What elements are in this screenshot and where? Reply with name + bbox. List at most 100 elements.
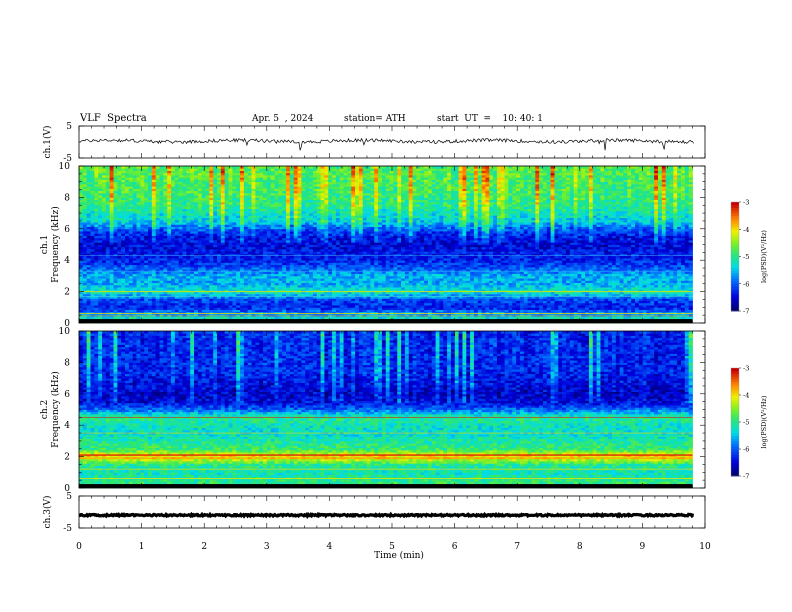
spectrogram-cell bbox=[98, 274, 102, 277]
spectrogram-cell bbox=[528, 265, 532, 268]
spectrogram-cell bbox=[232, 280, 236, 283]
spectrogram-cell bbox=[535, 305, 539, 308]
spectrogram-cell bbox=[424, 280, 428, 283]
spectrogram-cell bbox=[520, 265, 524, 268]
spectrogram-cell bbox=[321, 274, 325, 277]
spectrogram-cell bbox=[451, 258, 455, 261]
spectrogram-cell bbox=[631, 265, 635, 268]
spectrogram-cell bbox=[562, 265, 566, 268]
spectrogram-cell bbox=[229, 265, 233, 268]
spectrogram-cell bbox=[493, 280, 497, 283]
spectrogram-cell bbox=[236, 265, 240, 268]
spectrogram-cell bbox=[282, 274, 286, 277]
spectrogram-cell bbox=[620, 280, 624, 283]
spectrogram-cell bbox=[213, 258, 217, 261]
spectrogram-cell bbox=[370, 258, 374, 261]
spectrogram-cell bbox=[424, 265, 428, 268]
spectrogram-cell bbox=[593, 312, 597, 315]
spectrogram-cell bbox=[570, 312, 574, 315]
spectrogram-cell bbox=[531, 280, 535, 283]
spectrogram-cell bbox=[229, 274, 233, 277]
spectrogram-cell bbox=[252, 312, 256, 315]
spectrogram-cell bbox=[305, 265, 309, 268]
spectrogram-cell bbox=[512, 312, 516, 315]
spectrogram-cell bbox=[489, 305, 493, 308]
spectrogram-cell bbox=[677, 280, 681, 283]
spectrogram-cell bbox=[290, 312, 294, 315]
spectrogram-cell bbox=[91, 258, 95, 261]
spectrogram-cell bbox=[91, 265, 95, 268]
spectrogram-cell bbox=[275, 265, 279, 268]
spectrogram-cell bbox=[439, 280, 443, 283]
spectrogram-cell bbox=[574, 305, 578, 308]
spectrogram-cell bbox=[501, 265, 505, 268]
spectrogram-cell bbox=[248, 280, 252, 283]
spectrogram-cell bbox=[294, 265, 298, 268]
spectrogram-cell bbox=[566, 280, 570, 283]
spectrogram-cell bbox=[497, 274, 501, 277]
spectrogram-cell bbox=[608, 305, 612, 308]
spectrogram-cell bbox=[478, 258, 482, 261]
spectrogram-cell bbox=[313, 274, 317, 277]
spectrogram-cell bbox=[416, 305, 420, 308]
spectrogram-cell bbox=[505, 274, 509, 277]
spectrogram-cell bbox=[451, 305, 455, 308]
spectrogram-cell bbox=[466, 265, 470, 268]
spectrogram-cell bbox=[654, 305, 658, 308]
spectrogram-cell bbox=[129, 265, 133, 268]
spectrogram-cell bbox=[263, 305, 267, 308]
spectrogram-cell bbox=[574, 258, 578, 261]
spectrogram-cell bbox=[114, 312, 118, 315]
spectrogram-cell bbox=[623, 312, 627, 315]
spectrogram-cell bbox=[152, 265, 156, 268]
spectrogram-cell bbox=[662, 305, 666, 308]
spectrogram-cell bbox=[240, 258, 244, 261]
spectrogram-cell bbox=[110, 274, 114, 277]
spectrogram-cell bbox=[98, 265, 102, 268]
spectrogram-cell bbox=[551, 305, 555, 308]
spectrogram-cell bbox=[497, 280, 501, 283]
spectrogram-cell bbox=[144, 305, 148, 308]
spectrogram-cell bbox=[551, 274, 555, 277]
spectrogram-cell bbox=[508, 312, 512, 315]
spectrogram-cell bbox=[263, 258, 267, 261]
spectrogram-cell bbox=[593, 274, 597, 277]
spectrogram-cell bbox=[140, 265, 144, 268]
spectrogram-cell bbox=[413, 274, 417, 277]
spectrogram-cell bbox=[298, 258, 302, 261]
spectrogram-cell bbox=[232, 305, 236, 308]
spectrogram-cell bbox=[447, 274, 451, 277]
spectrogram-cell bbox=[267, 312, 271, 315]
spectrogram-cell bbox=[420, 305, 424, 308]
spectrogram-cell bbox=[643, 274, 647, 277]
spectrogram-cell bbox=[562, 305, 566, 308]
spectrogram-cell bbox=[83, 305, 87, 308]
spectrogram-cell bbox=[121, 258, 125, 261]
spectrogram-cell bbox=[244, 305, 248, 308]
spectrogram-cell bbox=[443, 305, 447, 308]
spectrogram-cell bbox=[405, 274, 409, 277]
spectrogram-cell bbox=[677, 274, 681, 277]
spectrogram-cell bbox=[489, 312, 493, 315]
spectrogram-cell bbox=[267, 258, 271, 261]
spectrogram-cell bbox=[332, 280, 336, 283]
spectrogram-cell bbox=[493, 258, 497, 261]
spectrogram-cell bbox=[271, 274, 275, 277]
spectrogram-cell bbox=[512, 280, 516, 283]
spectrogram-cell bbox=[409, 312, 413, 315]
spectrogram-cell bbox=[589, 312, 593, 315]
spectrogram-cell bbox=[420, 312, 424, 315]
spectrogram-cell bbox=[689, 305, 693, 308]
spectrogram-cell bbox=[439, 265, 443, 268]
spectrogram-cell bbox=[681, 265, 685, 268]
waveform-line bbox=[79, 139, 694, 151]
spectrogram-cell bbox=[298, 305, 302, 308]
spectrogram-cell bbox=[508, 265, 512, 268]
spectrogram-cell bbox=[616, 265, 620, 268]
spectrogram-cell bbox=[114, 305, 118, 308]
spectrogram-cell bbox=[631, 280, 635, 283]
spectrogram-cell bbox=[305, 312, 309, 315]
spectrogram-cell bbox=[570, 258, 574, 261]
spectrogram-cell bbox=[547, 274, 551, 277]
spectrogram-cell bbox=[409, 274, 413, 277]
